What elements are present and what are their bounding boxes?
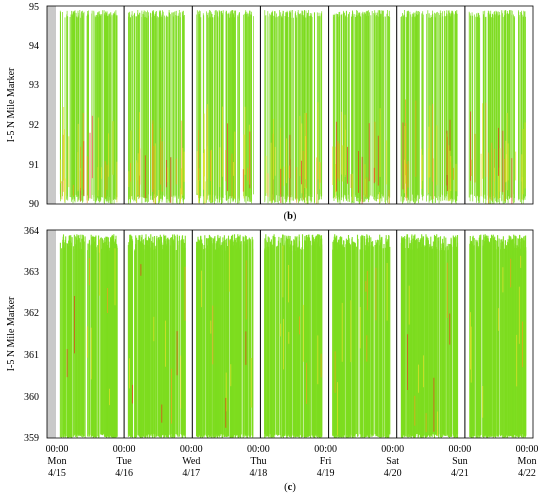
panel-c-xtick-label: Mon [48,456,67,467]
panel-b-ytick-label: 92 [29,120,39,131]
panel-c-xtick-label: Tue [116,456,132,467]
panel-b-gray-band [47,6,56,204]
panel-b-heatmap: 90 91 92 93 94 95 I-5 N Mile Marker (b) [6,2,534,222]
panel-c-day-dividers [123,230,466,438]
panel-c-xtick-label: 00:00 [381,444,404,455]
panel-c-xtick-label: Fri [320,456,332,467]
b-gray-band-rect [47,6,56,204]
panel-c-ylabel: I-5 N Mile Marker [6,296,17,371]
panel-c-ytick-label: 360 [24,392,39,403]
panel-c-xtick-label: Thu [250,456,266,467]
panel-c-ytick-label: 361 [24,350,39,361]
panel-c-y-ticks: 359 360 361 362 363 364 [24,226,39,444]
panel-b-ytick-label: 95 [29,2,39,13]
panel-c-xtick-label: 4/18 [250,468,268,479]
panel-c-xtick-label: 4/19 [317,468,335,479]
panel-c-xtick-label: 00:00 [516,444,539,455]
panel-c-speed-strips [59,234,527,438]
panel-b-ytick-label: 90 [29,199,39,210]
c-gray-band-rect [47,230,56,438]
panel-c-xtick-label: 4/20 [384,468,402,479]
panel-c-xtick-label: 4/22 [518,468,536,479]
panel-b-speed-strips [59,10,526,204]
panel-c-xtick-label: 00:00 [113,444,136,455]
panel-b-ytick-label: 94 [29,41,39,52]
panel-b-ylabel: I-5 N Mile Marker [6,67,17,142]
panel-c-gray-band [47,230,56,438]
panel-c-ytick-label: 359 [24,433,39,444]
panel-c-xtick-label: 00:00 [180,444,203,455]
panel-c-xtick-label: Mon [518,456,537,467]
panel-c-xtick-label: 4/15 [48,468,66,479]
panel-c-xtick-label: Wed [182,456,200,467]
panel-c-xtick-label: 4/17 [182,468,200,479]
panel-b-day-dividers [123,6,466,204]
panel-c-xtick-label: 4/16 [115,468,133,479]
panel-c-xtick-label: 00:00 [46,444,69,455]
panel-b-plot-border [46,5,534,205]
panel-c-plot-border [46,229,534,439]
panel-b-ytick-label: 91 [29,160,39,171]
panel-c-ytick-label: 364 [24,226,39,237]
panel-c-ytick-label: 363 [24,267,39,278]
panel-c-xtick-label: 4/21 [451,468,469,479]
panel-c-label: (c) [284,482,296,493]
panel-b-label: (b) [284,211,297,222]
panel-b-ytick-label: 93 [29,80,39,91]
panel-b-letter: b [287,211,293,222]
panel-b-y-ticks: 90 91 92 93 94 95 [29,2,39,210]
panel-c-x-ticks: 00:00Mon4/1500:00Tue4/1600:00Wed4/1700:0… [46,444,539,479]
panel-c-letter: c [288,482,293,493]
panel-c-ytick-label: 362 [24,308,39,319]
panel-c-xtick-label: 00:00 [314,444,337,455]
panel-c-xtick-label: 00:00 [449,444,472,455]
panel-c-heatmap: 359 360 361 362 363 364 I-5 N Mile Marke… [6,226,538,493]
panel-c-xtick-label: Sat [386,456,399,467]
panel-c-xtick-label: 00:00 [247,444,270,455]
panel-c-xtick-label: Sun [452,456,468,467]
